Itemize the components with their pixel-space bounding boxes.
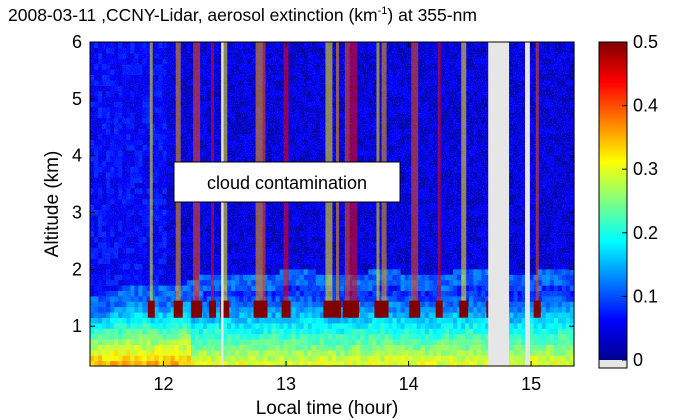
- plot-area: [89, 41, 575, 367]
- chart-title: 2008-03-11 ,CCNY-Lidar, aerosol extincti…: [8, 5, 477, 25]
